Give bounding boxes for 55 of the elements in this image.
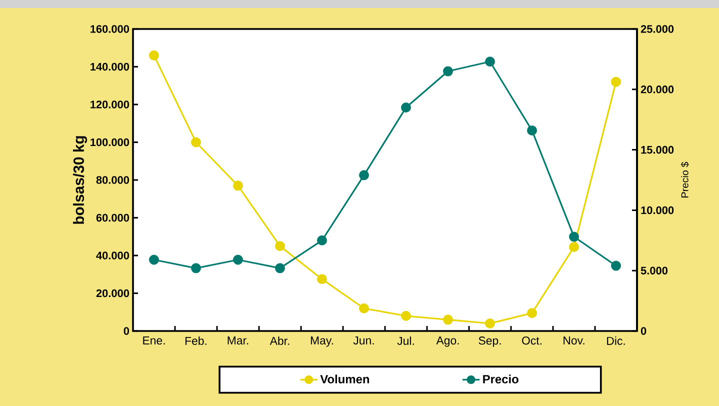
y2-tick-label: 20.000 [640, 86, 674, 94]
y-tick-label: 60.000 [96, 214, 130, 222]
x-tick-label: Ago. [436, 336, 459, 347]
y-tick-label: 80.000 [96, 176, 130, 184]
point [359, 170, 370, 180]
point [443, 314, 454, 325]
y-axis-title: bolsas/30 kg [73, 136, 88, 224]
point [485, 318, 496, 328]
x-tick-label: Jun. [353, 336, 374, 345]
y2-tick-label: 25.000 [640, 25, 674, 33]
y2-tick-label: 10.000 [641, 206, 674, 214]
y2-tick-label: 0 [640, 327, 646, 335]
x-tick-label: Dic. [607, 336, 625, 345]
y-tick-label: 20.000 [96, 289, 130, 298]
x-tick-label: Sep. [478, 336, 501, 347]
point [569, 232, 580, 242]
point [317, 274, 328, 284]
point [569, 242, 580, 252]
legend-label: Volumen [320, 374, 370, 384]
point [275, 263, 286, 274]
point [191, 263, 202, 274]
y-tick-label: 100.000 [90, 138, 130, 146]
point [527, 308, 538, 318]
x-tick-label: Oct. [522, 336, 542, 345]
y2-axis-title: Precio $ [680, 162, 689, 198]
y-tick-label: 160.000 [90, 25, 130, 33]
x-tick-label: Abr. [270, 336, 290, 345]
point [233, 254, 244, 265]
x-tick-label: Feb. [185, 336, 206, 345]
point [401, 310, 412, 321]
x-tick-label: Jul. [397, 336, 414, 345]
y2-tick-label: 5.000 [640, 266, 668, 274]
point [359, 303, 370, 314]
point [527, 125, 538, 136]
x-tick-label: Mar. [228, 336, 248, 345]
point [611, 260, 622, 271]
x-tick-label: Nov. [564, 336, 584, 345]
y-tick-label: 120.000 [90, 100, 130, 108]
point [317, 235, 328, 246]
point [149, 254, 160, 265]
y-tick-label: 40.000 [96, 252, 130, 260]
point [191, 137, 202, 148]
x-tick-label: May. [310, 336, 333, 347]
point [401, 102, 412, 113]
y-tick-label: 140.000 [90, 62, 130, 71]
point [443, 66, 454, 76]
point [275, 241, 286, 252]
y2-tick-label: 15.000 [641, 146, 674, 154]
point [233, 180, 244, 191]
x-tick-label: Ene. [143, 336, 165, 345]
point [485, 56, 496, 67]
y-tick-label: 0 [124, 327, 130, 335]
point [611, 76, 622, 87]
point [149, 50, 160, 60]
legend-label: Precio [483, 374, 518, 384]
